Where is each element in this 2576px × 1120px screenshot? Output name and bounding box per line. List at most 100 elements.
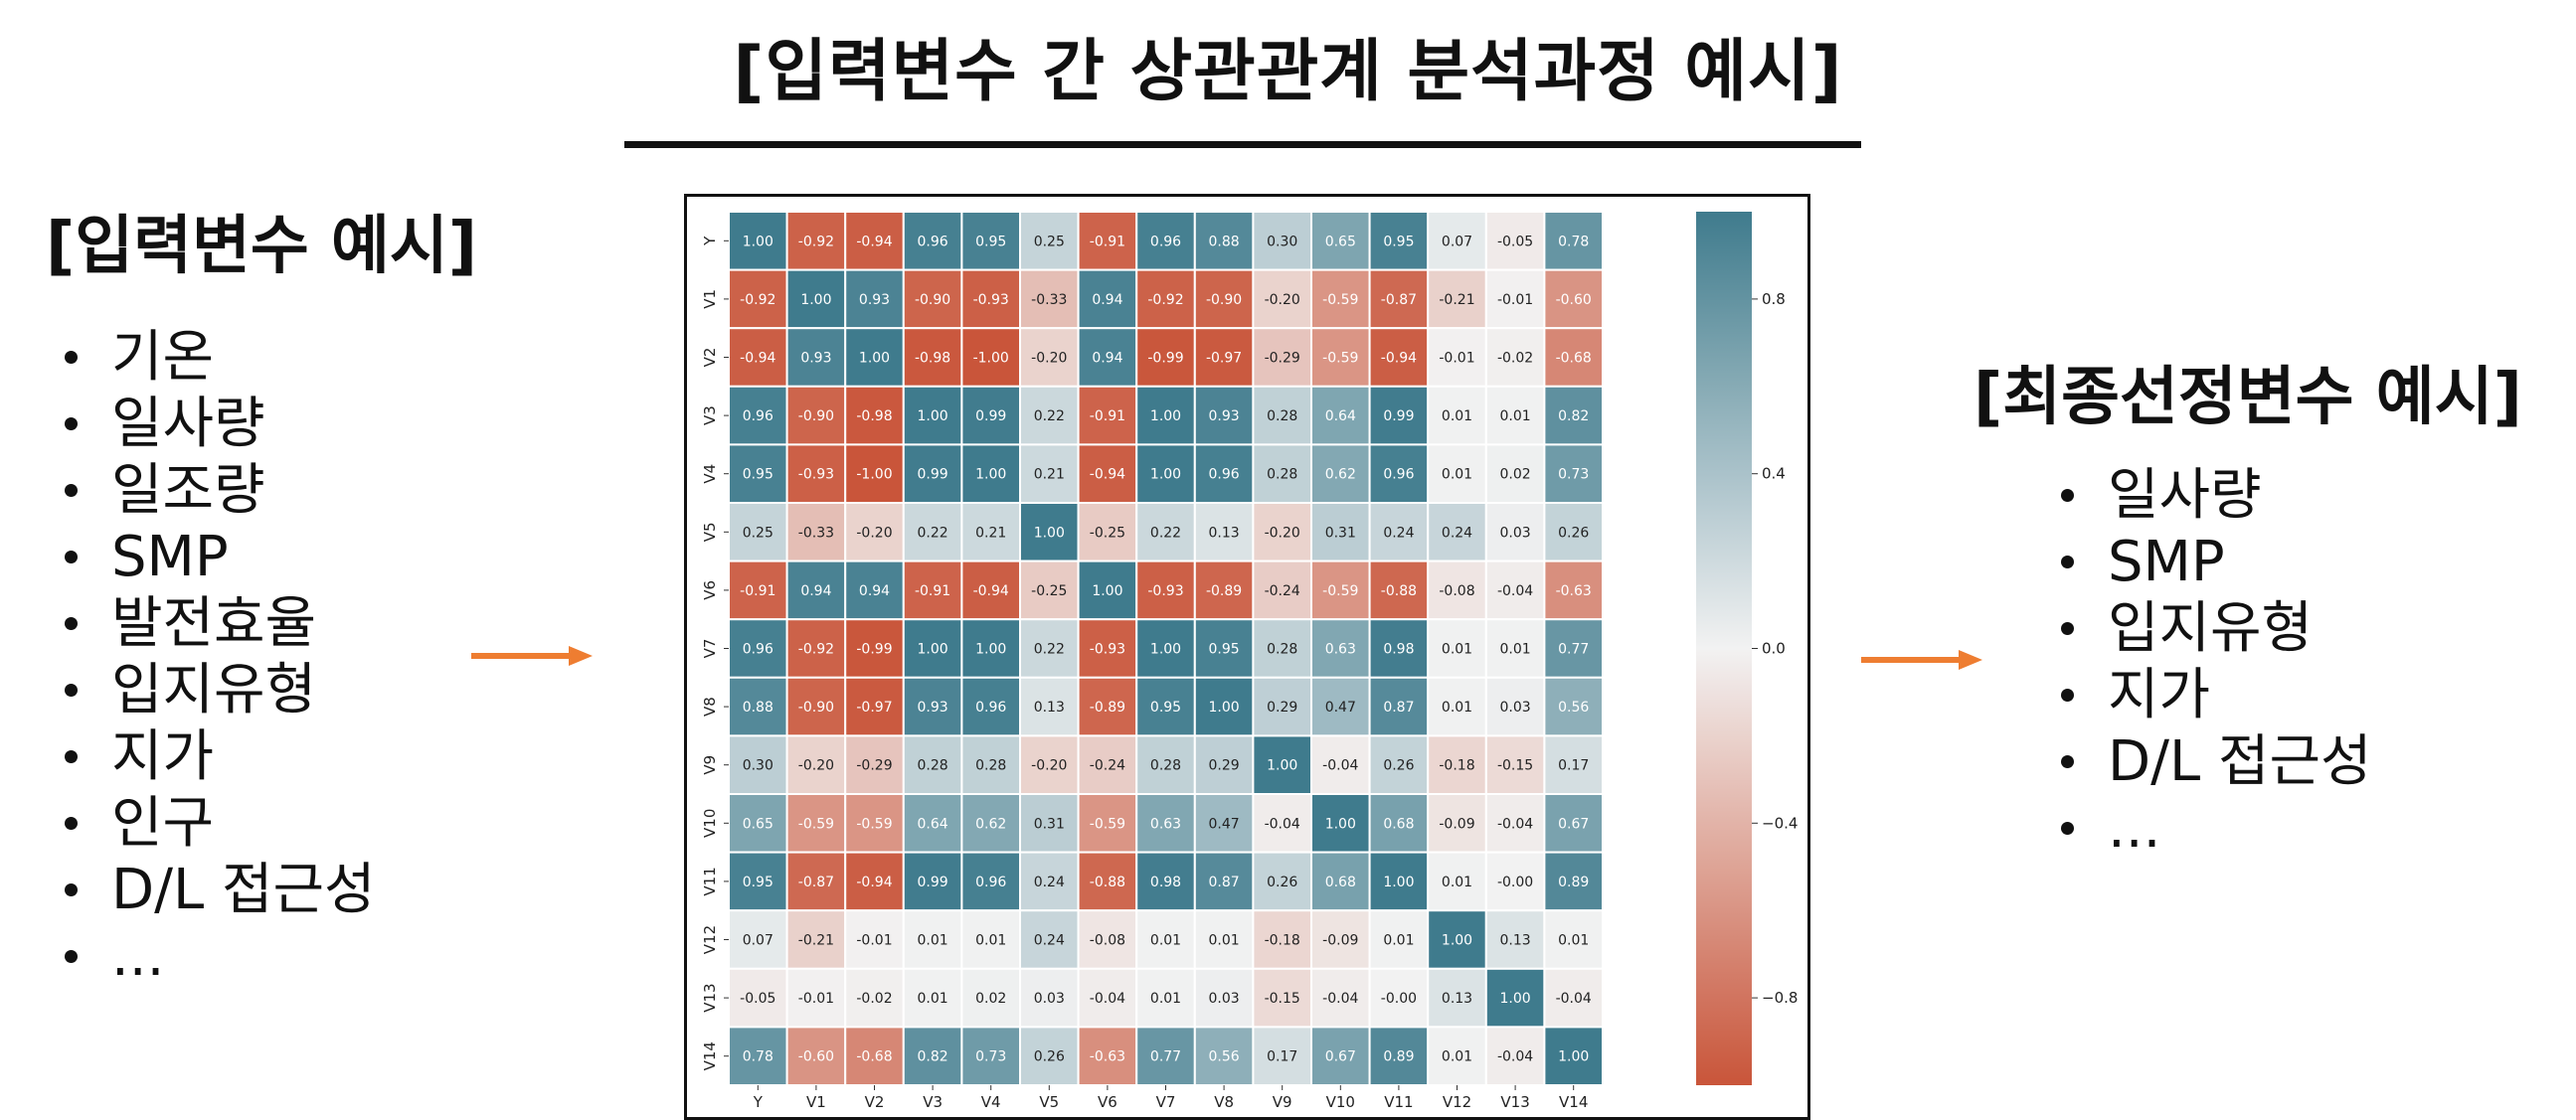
x-tick-label: V11 <box>1384 1093 1413 1111</box>
cell-value-label: 0.99 <box>918 467 948 483</box>
x-tick-label: V8 <box>1214 1093 1234 1111</box>
cell-value-label: 0.01 <box>1442 1049 1472 1065</box>
list-item: 입지유형 <box>50 657 376 723</box>
cell-value-label: -0.98 <box>856 408 892 424</box>
cell-value-label: -0.20 <box>798 758 834 774</box>
cell-value-label: 0.93 <box>800 351 831 367</box>
cell-value-label: 0.47 <box>1209 816 1240 832</box>
cell-value-label: 0.62 <box>975 816 1006 832</box>
heatmap-cell <box>1019 909 1080 970</box>
heatmap-cell <box>960 793 1021 854</box>
heatmap-cell <box>1310 211 1371 271</box>
cell-value-label: -0.04 <box>1497 1049 1533 1065</box>
heatmap-cell <box>1252 909 1313 970</box>
cell-value-label: 1.00 <box>1092 583 1122 599</box>
heatmap-cell <box>1368 851 1430 912</box>
cell-value-label: 0.01 <box>1150 933 1181 949</box>
heatmap-cell <box>728 618 788 679</box>
right-arrow-icon <box>471 646 593 666</box>
cell-value-label: 0.78 <box>1558 234 1589 249</box>
heatmap-cell <box>728 909 788 970</box>
list-item: 일사량 <box>50 391 376 457</box>
heatmap-cell <box>1484 618 1546 679</box>
heatmap-cell <box>1484 268 1546 330</box>
heatmap-cell <box>1077 676 1138 737</box>
heatmap-cell <box>902 1026 963 1087</box>
cell-value-label: 0.01 <box>1442 642 1472 658</box>
heatmap-cell <box>1193 211 1255 271</box>
heatmap-cell <box>1484 1026 1546 1087</box>
heatmap-cell <box>1543 211 1605 271</box>
list-item: 일조량 <box>50 457 376 524</box>
cell-value-label: 0.65 <box>1325 234 1356 249</box>
cell-value-label: -0.24 <box>1090 758 1125 774</box>
cell-value-label: -0.20 <box>1265 292 1300 308</box>
y-tick-label: V7 <box>701 639 719 659</box>
input-variables-heading: [입력변수 예시] <box>46 210 478 283</box>
heatmap-cell <box>1193 1026 1255 1087</box>
cell-value-label: -0.59 <box>1322 292 1358 308</box>
heatmap-cell <box>785 443 847 504</box>
list-item: 발전효율 <box>50 590 376 657</box>
x-tick-label: V1 <box>806 1093 826 1111</box>
cell-value-label: -0.05 <box>740 991 775 1007</box>
cell-value-label: 0.67 <box>1558 816 1589 832</box>
heatmap-cell <box>960 734 1021 796</box>
cell-value-label: -0.91 <box>1090 234 1125 249</box>
heatmap-cell <box>1135 851 1196 912</box>
cell-value-label: 0.96 <box>743 408 773 424</box>
cell-value-label: -0.33 <box>1031 292 1067 308</box>
cell-value-label: -0.25 <box>1031 583 1067 599</box>
cell-value-label: -0.00 <box>1497 875 1533 890</box>
heatmap-cell <box>1368 967 1430 1029</box>
cell-value-label: 0.94 <box>1092 292 1122 308</box>
cell-value-label: 1.00 <box>1209 700 1240 716</box>
cell-value-label: 1.00 <box>918 642 948 658</box>
title-underline <box>624 141 1861 148</box>
cell-value-label: -0.99 <box>1147 351 1183 367</box>
cell-value-label: -0.08 <box>1090 933 1125 949</box>
heatmap-cell <box>960 851 1021 912</box>
cell-value-label: 0.03 <box>1500 525 1531 541</box>
cell-value-label: 0.47 <box>1325 700 1356 716</box>
heatmap-cell <box>1543 734 1605 796</box>
heatmap-cell <box>1252 734 1313 796</box>
cell-value-label: 0.68 <box>1325 875 1356 890</box>
heatmap-cell <box>1310 443 1371 504</box>
cell-value-label: 0.64 <box>918 816 948 832</box>
cell-value-label: 0.82 <box>1558 408 1589 424</box>
cell-value-label: -0.20 <box>1031 758 1067 774</box>
cell-value-label: 0.99 <box>918 875 948 890</box>
cell-value-label: 0.01 <box>1383 933 1414 949</box>
list-item: 입지유형 <box>2046 595 2372 662</box>
cell-value-label: 0.24 <box>1034 933 1065 949</box>
cell-value-label: -0.94 <box>856 875 892 890</box>
heatmap-cell <box>1368 734 1430 796</box>
cell-value-label: 1.00 <box>975 642 1006 658</box>
cell-value-label: 0.73 <box>1558 467 1589 483</box>
cell-value-label: -0.18 <box>1265 933 1300 949</box>
heatmap-cell <box>1193 443 1255 504</box>
heatmap-cell <box>960 909 1021 970</box>
cell-value-label: -0.91 <box>915 583 950 599</box>
cell-value-label: 0.25 <box>1034 234 1065 249</box>
x-tick-label: V5 <box>1039 1093 1059 1111</box>
heatmap-cell <box>960 502 1021 562</box>
heatmap-cell <box>1252 851 1313 912</box>
cell-value-label: -0.92 <box>798 642 834 658</box>
cell-value-label: 0.01 <box>1500 408 1531 424</box>
list-item: ... <box>50 923 376 990</box>
heatmap-cell <box>785 327 847 388</box>
cell-value-label: -0.89 <box>1090 700 1125 716</box>
cell-value-label: 0.56 <box>1209 1049 1240 1065</box>
cell-value-label: 0.96 <box>1150 234 1181 249</box>
heatmap-cell <box>960 967 1021 1029</box>
correlation-heatmap: 1.00 -0.92 -0.94 0.96 0.95 0.25 -0.91 0.96 0.88 0… <box>684 194 1810 1120</box>
cell-value-label: 0.95 <box>1150 700 1181 716</box>
heatmap-cell <box>1427 211 1487 271</box>
cell-value-label: 0.88 <box>743 700 773 716</box>
cell-value-label: -0.90 <box>798 408 834 424</box>
heatmap-cell <box>1252 1026 1313 1087</box>
x-tick-label: V12 <box>1443 1093 1471 1111</box>
heatmap-cell <box>1193 851 1255 912</box>
